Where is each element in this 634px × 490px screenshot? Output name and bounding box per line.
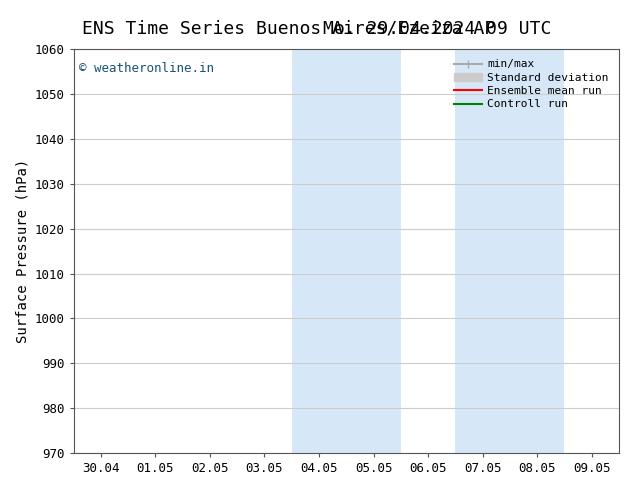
Bar	[455, 49, 564, 453]
Text: Mo. 29.04.2024 09 UTC: Mo. 29.04.2024 09 UTC	[323, 20, 552, 38]
Bar	[292, 49, 401, 453]
Text: © weatheronline.in: © weatheronline.in	[79, 62, 214, 74]
Legend: min/max, Standard deviation, Ensemble mean run, Controll run: min/max, Standard deviation, Ensemble me…	[450, 55, 614, 114]
Text: ENS Time Series Buenos Aires/Ezeiza AP: ENS Time Series Buenos Aires/Ezeiza AP	[82, 20, 496, 38]
Y-axis label: Surface Pressure (hPa): Surface Pressure (hPa)	[15, 159, 29, 343]
